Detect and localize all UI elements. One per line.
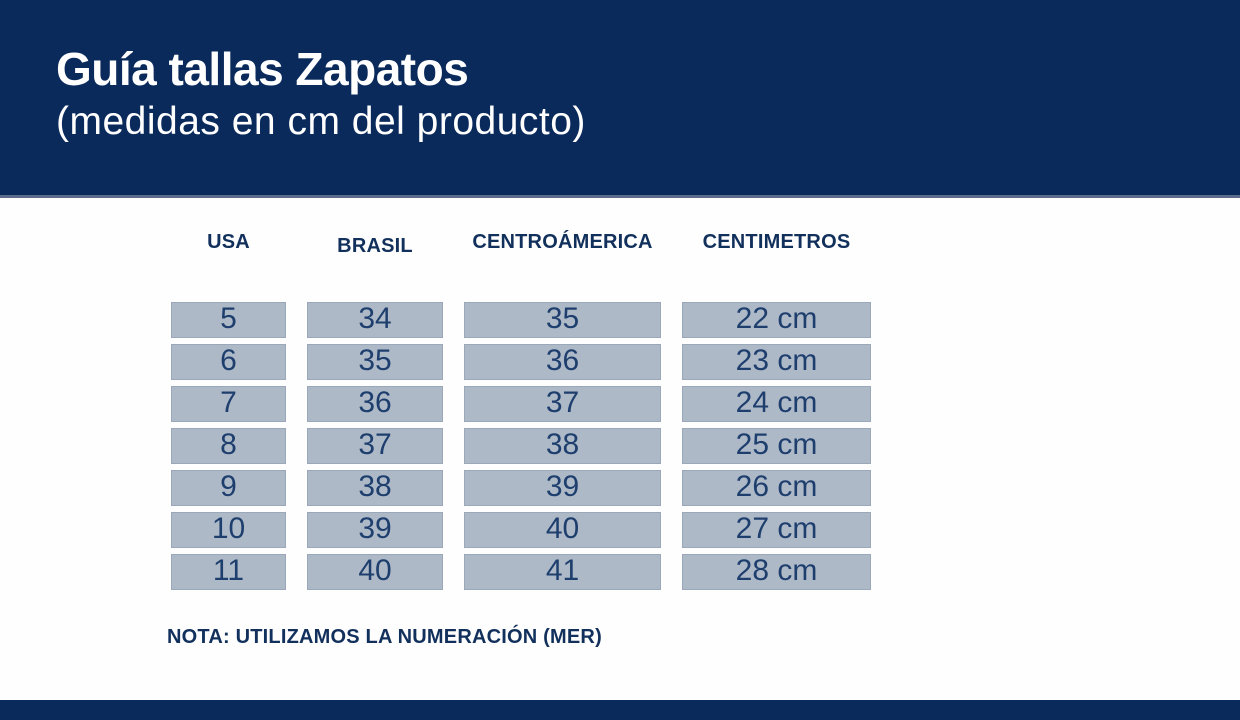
table-cell: 38: [464, 428, 661, 464]
table-cell: 39: [307, 512, 443, 548]
page-title: Guía tallas Zapatos: [56, 43, 469, 95]
table-cell: 37: [307, 428, 443, 464]
column-header-centimetros: CENTIMETROS: [702, 231, 851, 253]
table-cell: 10: [171, 512, 286, 548]
table-cell: 37: [464, 386, 661, 422]
table-cell: 8: [171, 428, 286, 464]
table-cell: 40: [464, 512, 661, 548]
table-cell: 9: [171, 470, 286, 506]
table-column-headers: USA BRASIL CENTROÁMERICA CENTIMETROS: [171, 231, 871, 257]
table-cell: 24 cm: [682, 386, 871, 422]
note-text: NOTA: UTILIZAMOS LA NUMERACIÓN (MER): [167, 626, 602, 648]
table-cell: 5: [171, 302, 286, 338]
table-cell: 27 cm: [682, 512, 871, 548]
table-cell: 6: [171, 344, 286, 380]
column-header-usa: USA: [207, 231, 250, 253]
table-cell: 25 cm: [682, 428, 871, 464]
table-cell: 7: [171, 386, 286, 422]
table-cell: 23 cm: [682, 344, 871, 380]
table-cell: 39: [464, 470, 661, 506]
table-cell: 28 cm: [682, 554, 871, 590]
table-cell: 38: [307, 470, 443, 506]
table-cell: 22 cm: [682, 302, 871, 338]
table-cell: 11: [171, 554, 286, 590]
header-band: Guía tallas Zapatos (medidas en cm del p…: [0, 0, 1240, 198]
table-cell: 34: [307, 302, 443, 338]
column-header-brasil: BRASIL: [337, 235, 413, 257]
table-cell: 35: [307, 344, 443, 380]
table-cell: 40: [307, 554, 443, 590]
size-table: 5 34 35 22 cm 6 35 36 23 cm 7 36 37 24 c…: [171, 302, 871, 590]
footer-bar: [0, 700, 1240, 720]
column-header-centroamerica: CENTROÁMERICA: [472, 231, 653, 253]
table-cell: 26 cm: [682, 470, 871, 506]
table-cell: 35: [464, 302, 661, 338]
table-cell: 36: [464, 344, 661, 380]
table-cell: 36: [307, 386, 443, 422]
page-subtitle: (medidas en cm del producto): [56, 100, 586, 143]
table-cell: 41: [464, 554, 661, 590]
